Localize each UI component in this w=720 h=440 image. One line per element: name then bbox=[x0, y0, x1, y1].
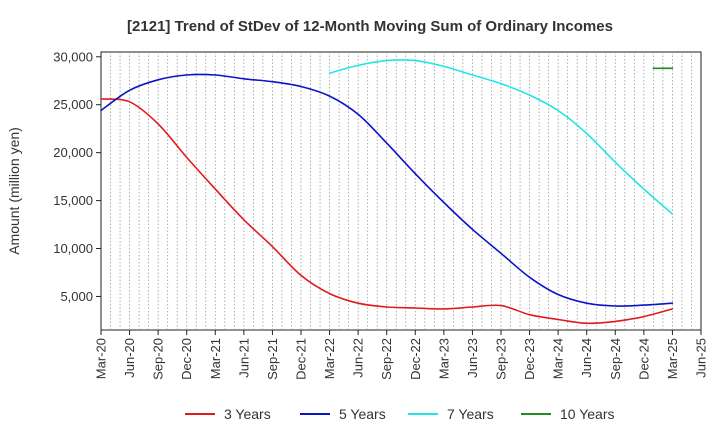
x-tick-label: Mar-25 bbox=[665, 338, 680, 379]
x-tick-label: Mar-22 bbox=[322, 338, 337, 379]
y-tick-label: 25,000 bbox=[53, 97, 93, 112]
plot-frame bbox=[100, 51, 702, 331]
x-tick-label: Sep-24 bbox=[608, 338, 623, 380]
legend-label-7-years: 7 Years bbox=[447, 406, 494, 422]
y-tick-label: 30,000 bbox=[53, 49, 93, 64]
x-tick-label: Jun-21 bbox=[236, 338, 251, 378]
y-tick-label: 5,000 bbox=[60, 289, 93, 304]
legend-label-3-years: 3 Years bbox=[224, 406, 271, 422]
x-tick-label: Dec-23 bbox=[522, 338, 537, 380]
x-tick-label: Dec-24 bbox=[636, 338, 651, 380]
y-axis: 5,000 10,000 15,000 20,000 25,000 30,000 bbox=[53, 49, 101, 304]
x-tick-label: Mar-20 bbox=[94, 338, 109, 379]
x-tick-label: Sep-22 bbox=[379, 338, 394, 380]
legend-label-10-years: 10 Years bbox=[560, 406, 615, 422]
y-tick-label: 20,000 bbox=[53, 145, 93, 160]
y-tick-label: 10,000 bbox=[53, 241, 93, 256]
series-line-3-years bbox=[100, 98, 674, 325]
chart-title: [2121] Trend of StDev of 12-Month Moving… bbox=[127, 18, 613, 35]
plot-area bbox=[100, 51, 702, 331]
x-tick-label: Sep-21 bbox=[265, 338, 280, 380]
x-tick-label: Mar-21 bbox=[208, 338, 223, 379]
x-tick-label: Jun-25 bbox=[694, 338, 709, 378]
series-line-5-years bbox=[100, 73, 674, 307]
x-tick-label: Dec-21 bbox=[294, 338, 309, 380]
x-tick-label: Mar-24 bbox=[551, 338, 566, 379]
x-tick-label: Dec-20 bbox=[179, 338, 194, 380]
gridlines bbox=[110, 52, 692, 330]
series-line-7-years bbox=[328, 59, 674, 215]
x-tick-label: Jun-23 bbox=[465, 338, 480, 378]
x-tick-label: Mar-23 bbox=[436, 338, 451, 379]
legend: 3 Years 5 Years 7 Years 10 Years bbox=[185, 406, 615, 422]
y-axis-label: Amount (million yen) bbox=[6, 127, 22, 255]
x-tick-label: Jun-24 bbox=[579, 338, 594, 378]
legend-label-5-years: 5 Years bbox=[339, 406, 386, 422]
x-axis: Mar-20 Jun-20 Sep-20 Dec-20 Mar-21 Jun-21 Sep-… bbox=[94, 330, 709, 380]
x-tick-label: Dec-22 bbox=[408, 338, 423, 380]
x-tick-label: Jun-22 bbox=[351, 338, 366, 378]
x-tick-label: Jun-20 bbox=[122, 338, 137, 378]
y-tick-label: 15,000 bbox=[53, 193, 93, 208]
x-tick-label: Sep-20 bbox=[151, 338, 166, 380]
series-lines bbox=[100, 59, 674, 325]
x-tick-label: Sep-23 bbox=[494, 338, 509, 380]
